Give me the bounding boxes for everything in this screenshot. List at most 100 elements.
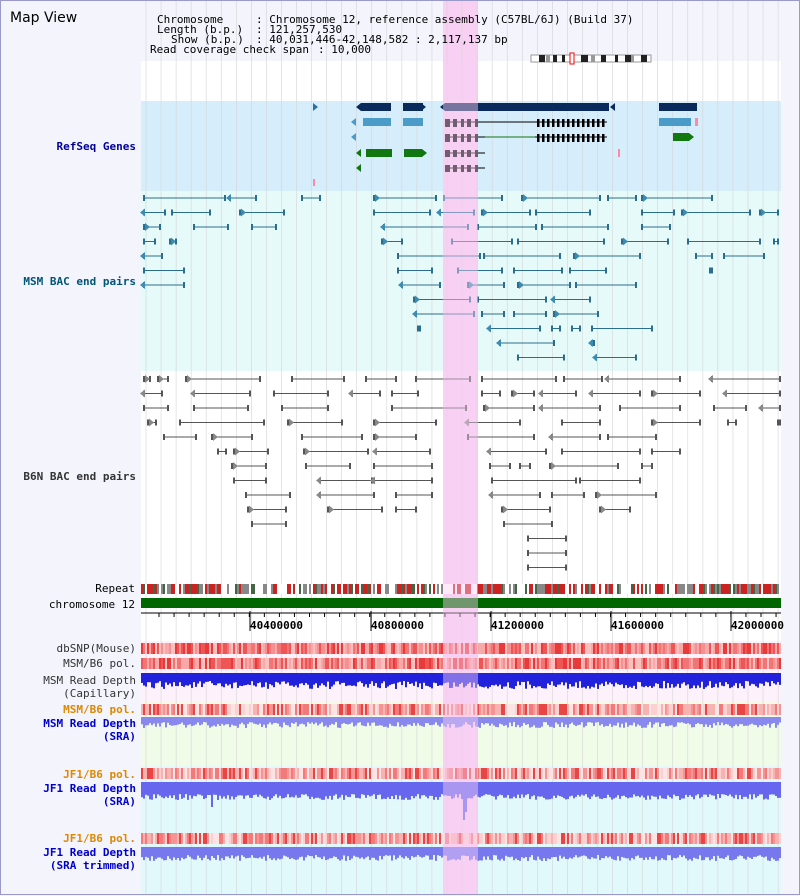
gene-strand-arrow (356, 164, 361, 172)
msm-b6-pol-cell (607, 658, 609, 669)
msm-bac-label[interactable]: MSM BAC end pairs (23, 275, 136, 288)
msm-b6-pol-2-cell (649, 704, 651, 715)
jf1-trimmed-depth-bar (213, 847, 215, 858)
msm-sra-depth-bar (205, 717, 207, 723)
jf1-trimmed-depth-bar (455, 847, 457, 861)
msm-b6-pol-2-cell (459, 704, 461, 715)
msm-capillary-depth-bar (515, 673, 517, 686)
repeat-element (667, 584, 669, 594)
jf1-sra-depth-bar (215, 782, 217, 795)
repeat-element (573, 584, 575, 594)
jf1-trimmed-depth-bar (491, 847, 493, 861)
repeat-element (281, 584, 283, 594)
msm-b6-pol-cell (169, 658, 171, 669)
msm-b6-pol-2-cell (241, 704, 243, 715)
msm-sra-depth-bar (543, 717, 545, 723)
jf1-b6-pol-cell (515, 768, 517, 779)
jf1-trimmed-depth-bar (293, 847, 295, 860)
jf1-trimmed-depth-bar (719, 847, 721, 859)
jf1-b6-pol-2-cell (481, 833, 483, 844)
jf1-sra-depth-bar (387, 782, 389, 798)
jf1-b6-pol-2-label[interactable]: JF1/B6 pol. (63, 832, 136, 845)
dbsnp-density-cell (605, 643, 607, 654)
msm-bac-end (607, 224, 609, 230)
jf1-sra-depth-bar (745, 782, 747, 797)
jf1-b6-pol-2-cell (463, 833, 465, 844)
jf1-sra-depth-bar (427, 782, 429, 799)
msm-b6-pol-cell (503, 658, 505, 669)
msm-sra-depth-bar (391, 717, 393, 726)
msm-sra-depth-bar (603, 717, 605, 727)
dbsnp-density-cell (657, 643, 659, 654)
msm-b6-pol-cell (577, 658, 579, 669)
jf1-sra-depth-bar (647, 782, 649, 796)
msm-capillary-depth-bar (437, 673, 439, 686)
gene-exon (453, 150, 457, 157)
jf1-b6-pol-2-cell (203, 833, 205, 844)
jf1-b6-pol-cell (601, 768, 603, 779)
msm-capillary-depth-bar (651, 673, 653, 688)
jf1-b6-pol-2-cell (313, 833, 315, 844)
msm-sra-depth-bar (775, 717, 777, 728)
dbsnp-density-cell (523, 643, 525, 654)
jf1-depth-trimmed-label[interactable]: JF1 Read Depth (43, 846, 136, 859)
msm-b6-pol-2-cell (363, 704, 365, 715)
msm-b6-pol-cell (457, 658, 459, 669)
dbsnp-density-cell (245, 643, 247, 654)
b6n-bac-end (503, 521, 505, 527)
jf1-sra-depth-bar (429, 782, 431, 796)
jf1-trimmed-depth-bar (617, 847, 619, 857)
jf1-sra-depth-bar (243, 782, 245, 799)
msm-b6-pol-2-cell (691, 704, 693, 715)
msm-sra-depth-bar (545, 717, 547, 723)
repeat-element (517, 584, 519, 594)
msm-bac-end (255, 195, 257, 201)
msm-b6-pol-2-cell (543, 704, 545, 715)
repeat-element (193, 584, 195, 594)
jf1-sra-depth-bar (569, 782, 571, 797)
msm-b6-pol-2-cell (755, 704, 757, 715)
msm-capillary-depth-bar (775, 673, 777, 685)
repeat-element (165, 584, 167, 594)
msm-b6-pol-2-cell (635, 704, 637, 715)
b6n-bac-end (417, 390, 419, 397)
msm-sra-depth-bar (449, 717, 451, 728)
msm-sra-depth-bar (269, 717, 271, 723)
jf1-sra-depth-bar (459, 782, 461, 795)
msm-bac-end (711, 195, 713, 201)
jf1-sra-depth-bar (485, 782, 487, 795)
msm-b6-pol-2-cell (189, 704, 191, 715)
jf1-b6-pol-2-cell (143, 833, 145, 844)
msm-depth-sra-label[interactable]: MSM Read Depth (43, 717, 136, 730)
b6n-bac-label[interactable]: B6N BAC end pairs (23, 470, 136, 483)
msm-b6-pol-cell (183, 658, 185, 669)
msm-b6-pol-2-label[interactable]: MSM/B6 pol. (63, 703, 136, 716)
jf1-sra-depth-bar (609, 782, 611, 798)
refseq-genes-label[interactable]: RefSeq Genes (56, 140, 136, 153)
dbsnp-density-cell (487, 643, 489, 654)
msm-depth-capillary-label[interactable]: MSM Read Depth (43, 674, 136, 687)
jf1-trimmed-depth-bar (499, 847, 501, 861)
msm-bac-end (607, 195, 609, 201)
msm-bac-end (513, 267, 515, 274)
jf1-depth-sra-label[interactable]: JF1 Read Depth (43, 782, 136, 795)
b6n-bac-end (217, 448, 219, 455)
jf1-b6-pol-label[interactable]: JF1/B6 pol. (63, 768, 136, 781)
jf1-trimmed-depth-bar (411, 847, 413, 857)
repeat-element (757, 584, 759, 594)
dbsnp-label[interactable]: dbSNP(Mouse) (56, 642, 136, 655)
jf1-trimmed-depth-bar (325, 847, 327, 861)
msm-sra-depth-bar (659, 717, 661, 727)
dbsnp-density-cell (591, 643, 593, 654)
jf1-trimmed-depth-bar (689, 847, 691, 860)
jf1-b6-pol-cell (391, 768, 393, 779)
msm-b6-pol-2-cell (147, 704, 149, 715)
msm-b6-pol-label[interactable]: MSM/B6 pol. (63, 657, 136, 670)
msm-b6-pol-cell (603, 658, 605, 669)
msm-b6-pol-2-cell (597, 704, 599, 715)
jf1-b6-pol-cell (339, 768, 341, 779)
dbsnp-density-cell (401, 643, 403, 654)
msm-sra-depth-bar (597, 717, 599, 723)
msm-b6-pol-cell (659, 658, 661, 669)
